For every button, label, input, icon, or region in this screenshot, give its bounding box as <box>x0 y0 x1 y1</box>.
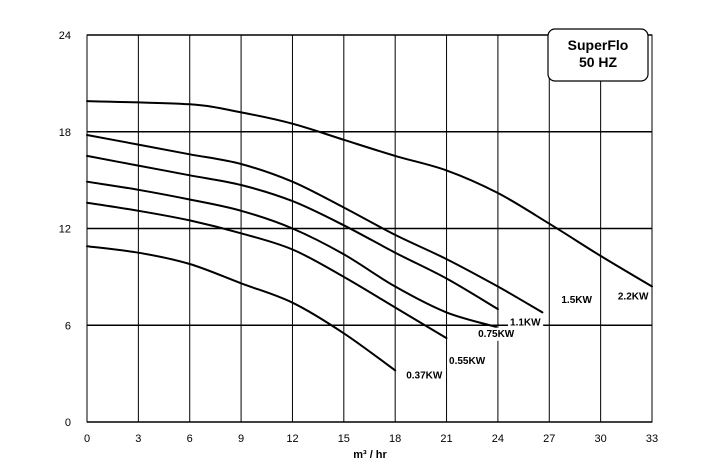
curve-label-group: 0.75KW <box>476 327 517 341</box>
x-axis-title: m³ / hr <box>353 449 387 461</box>
title-line-1: SuperFlo <box>568 37 629 53</box>
curve-0-37kw <box>86 245 397 372</box>
y-tick-label: 12 <box>59 224 71 236</box>
plot-frame <box>86 34 653 423</box>
curve-label: 0.75KW <box>478 329 515 340</box>
title-box-frame <box>547 28 649 82</box>
curve-label-background <box>615 290 652 304</box>
curve-label: 0.37KW <box>406 371 443 382</box>
x-tick-label: 27 <box>543 433 555 445</box>
curve-label-group: 0.55KW <box>447 355 488 369</box>
x-tick-label: 30 <box>595 433 607 445</box>
title-box: SuperFlo 50 HZ <box>547 28 649 82</box>
grid <box>86 34 653 423</box>
curve-label: 2.2KW <box>618 292 649 303</box>
curve-1-1kw <box>86 154 499 311</box>
y-tick-label: 24 <box>59 30 71 42</box>
curve-label-group: 1.1KW <box>508 316 544 330</box>
curve-0-75kw <box>86 180 498 328</box>
x-tick-label: 9 <box>238 433 244 445</box>
curve-label-background <box>404 369 445 383</box>
curve-2-2kw <box>86 100 653 288</box>
curve-label: 0.55KW <box>449 356 486 367</box>
x-tick-label: 21 <box>440 433 452 445</box>
y-tick-label: 0 <box>65 417 71 429</box>
curve-label-background <box>447 355 488 369</box>
curve-label-background <box>476 327 517 341</box>
curve-0-55kw <box>86 201 448 340</box>
x-tick-label: 6 <box>187 433 193 445</box>
tick-labels: 0 3 6 9 12 15 18 21 24 27 30 33 0 6 12 18 24 <box>59 30 658 445</box>
y-tick-label: 6 <box>65 320 71 332</box>
curve-label: 1.5KW <box>561 295 592 306</box>
x-tick-label: 0 <box>84 433 90 445</box>
curve-label-background <box>508 316 544 330</box>
x-tick-label: 33 <box>646 433 658 445</box>
y-tick-label: 18 <box>59 127 71 139</box>
curve-label-group: 1.5KW <box>559 293 595 307</box>
curve-label-group: 2.2KW <box>615 290 652 304</box>
x-tick-label: 24 <box>492 433 504 445</box>
curve-1-5kw <box>86 134 544 314</box>
title-line-2: 50 HZ <box>579 54 618 70</box>
curve-label-background <box>559 293 595 307</box>
x-tick-label: 15 <box>338 433 350 445</box>
x-tick-label: 18 <box>389 433 401 445</box>
x-tick-label: 12 <box>286 433 298 445</box>
curve-label: 1.1KW <box>510 318 541 329</box>
x-tick-label: 3 <box>135 433 141 445</box>
curves <box>86 100 653 372</box>
curve-label-group: 0.37KW <box>404 369 445 383</box>
